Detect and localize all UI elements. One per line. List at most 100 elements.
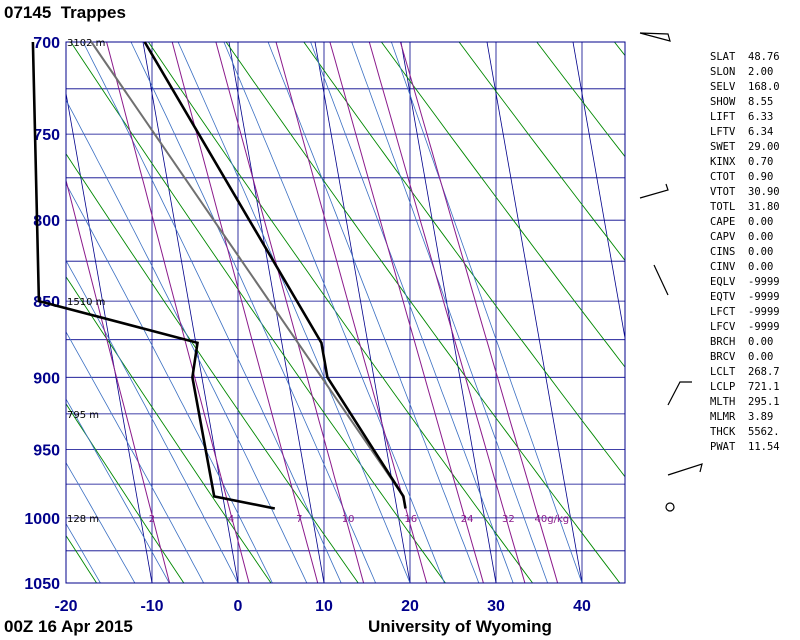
dry-adiabat bbox=[225, 42, 621, 583]
temperature-tick-label: 0 bbox=[234, 598, 243, 615]
index-row: SELV 168.0 bbox=[710, 80, 780, 95]
wind-barb bbox=[667, 381, 692, 406]
index-name: SLAT bbox=[710, 51, 736, 63]
index-name: EQTV bbox=[710, 291, 736, 303]
moist-adiabat bbox=[66, 99, 308, 583]
index-name: LCLT bbox=[710, 366, 736, 378]
index-value: 0.00 bbox=[748, 351, 774, 363]
index-row: SLAT 48.76 bbox=[710, 50, 780, 65]
stability-indices-panel: SLAT 48.76 SLON 2.00 SELV 168.0 SHOW 8.55 LIFT 6.… bbox=[710, 50, 780, 455]
isotherm-line bbox=[142, 42, 239, 583]
temperature-tick-label: -20 bbox=[54, 598, 77, 615]
index-row: THCK 5562. bbox=[710, 425, 780, 440]
moist-adiabat bbox=[66, 582, 67, 583]
index-row: EQTV -9999 bbox=[710, 290, 780, 305]
index-value: -9999 bbox=[748, 276, 780, 288]
index-name: CINS bbox=[710, 246, 736, 258]
isotherm-line bbox=[400, 42, 497, 583]
moist-adiabat bbox=[66, 398, 170, 583]
dewpoint-profile-line bbox=[31, 41, 276, 510]
index-name: SHOW bbox=[710, 96, 736, 108]
temperature-tick-label: -10 bbox=[140, 598, 163, 615]
index-value: 3.89 bbox=[748, 411, 774, 423]
moist-adiabat bbox=[66, 259, 239, 583]
index-value: 48.76 bbox=[748, 51, 780, 63]
pressure-tick-label: 700 bbox=[33, 35, 60, 52]
index-row: SLON 2.00 bbox=[710, 65, 780, 80]
index-value: 11.54 bbox=[748, 441, 780, 453]
index-name: EQLV bbox=[710, 276, 736, 288]
wind-barb bbox=[639, 183, 669, 199]
index-name: SLON bbox=[710, 66, 736, 78]
index-value: 0.70 bbox=[748, 156, 774, 168]
mixing-ratio-label: 2 bbox=[149, 514, 155, 525]
index-name: TOTL bbox=[710, 201, 736, 213]
calm-wind-circle bbox=[665, 502, 675, 512]
index-name: CINV bbox=[710, 261, 736, 273]
index-value: 0.90 bbox=[748, 171, 774, 183]
wind-barb bbox=[653, 264, 669, 296]
index-value: 6.33 bbox=[748, 111, 774, 123]
index-name: THCK bbox=[710, 426, 736, 438]
index-name: LFCV bbox=[710, 321, 736, 333]
mixing-ratio-label: 10 bbox=[342, 514, 355, 525]
mixing-ratio-label: 32 bbox=[502, 514, 515, 525]
index-row: LFCT -9999 bbox=[710, 305, 780, 320]
pressure-tick-label: 800 bbox=[33, 213, 60, 230]
index-row: VTOT 30.90 bbox=[710, 185, 780, 200]
index-name: LCLP bbox=[710, 381, 736, 393]
index-name: BRCH bbox=[710, 336, 736, 348]
index-row: TOTL 31.80 bbox=[710, 200, 780, 215]
index-value: 168.0 bbox=[748, 81, 780, 93]
index-row: BRCV 0.00 bbox=[710, 350, 780, 365]
isotherm-line bbox=[66, 580, 67, 583]
index-name: PWAT bbox=[710, 441, 736, 453]
index-value: 721.1 bbox=[748, 381, 780, 393]
index-row: LFTV 6.34 bbox=[710, 125, 780, 140]
index-row: CINV 0.00 bbox=[710, 260, 780, 275]
index-value: 2.00 bbox=[748, 66, 774, 78]
dry-adiabat bbox=[536, 42, 625, 158]
index-row: BRCH 0.00 bbox=[710, 335, 780, 350]
moist-adiabat bbox=[82, 42, 342, 583]
mixing-ratio-label: 16 bbox=[404, 514, 417, 525]
data-source: University of Wyoming bbox=[368, 617, 552, 636]
index-value: -9999 bbox=[748, 321, 780, 333]
pressure-tick-label: 900 bbox=[33, 370, 60, 387]
dry-adiabat bbox=[148, 42, 533, 583]
moist-adiabat bbox=[66, 331, 204, 583]
index-row: CAPE 0.00 bbox=[710, 215, 780, 230]
moist-adiabat bbox=[351, 42, 548, 583]
parcel-path-line bbox=[90, 41, 405, 497]
wind-barb bbox=[639, 32, 671, 42]
dry-adiabat bbox=[303, 42, 625, 478]
temperature-tick-label: 20 bbox=[401, 598, 419, 615]
index-value: 29.00 bbox=[748, 141, 780, 153]
temperature-tick-label: 40 bbox=[573, 598, 591, 615]
index-value: 31.80 bbox=[748, 201, 780, 213]
mixing-ratio-label: 40g/kg bbox=[535, 514, 570, 525]
pressure-tick-label: 1050 bbox=[24, 576, 60, 593]
index-row: MLMR 3.89 bbox=[710, 410, 780, 425]
background-lines bbox=[0, 42, 625, 583]
mixing-ratio-label: 4 bbox=[228, 514, 234, 525]
index-name: KINX bbox=[710, 156, 736, 168]
index-row: PWAT 11.54 bbox=[710, 440, 780, 455]
isotherm-line bbox=[486, 42, 583, 583]
index-name: MLMR bbox=[710, 411, 736, 423]
moist-adiabat bbox=[267, 42, 480, 583]
index-value: 30.90 bbox=[748, 186, 780, 198]
index-name: SELV bbox=[710, 81, 736, 93]
mixing-ratio-line bbox=[368, 42, 526, 583]
dry-adiabat bbox=[66, 275, 272, 583]
index-name: LIFT bbox=[710, 111, 736, 123]
mixing-ratio-label: 24 bbox=[461, 514, 474, 525]
height-label: 3102 m bbox=[67, 38, 105, 49]
observation-time: 00Z 16 Apr 2015 bbox=[4, 617, 133, 636]
index-value: 295.1 bbox=[748, 396, 780, 408]
moist-adiabat bbox=[66, 182, 273, 583]
dry-adiabat bbox=[0, 42, 9, 583]
index-row: MLTH 295.1 bbox=[710, 395, 780, 410]
mixing-ratio-line bbox=[106, 42, 250, 583]
index-name: CAPV bbox=[710, 231, 736, 243]
